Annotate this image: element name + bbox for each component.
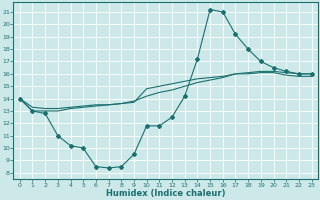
X-axis label: Humidex (Indice chaleur): Humidex (Indice chaleur) bbox=[106, 189, 225, 198]
